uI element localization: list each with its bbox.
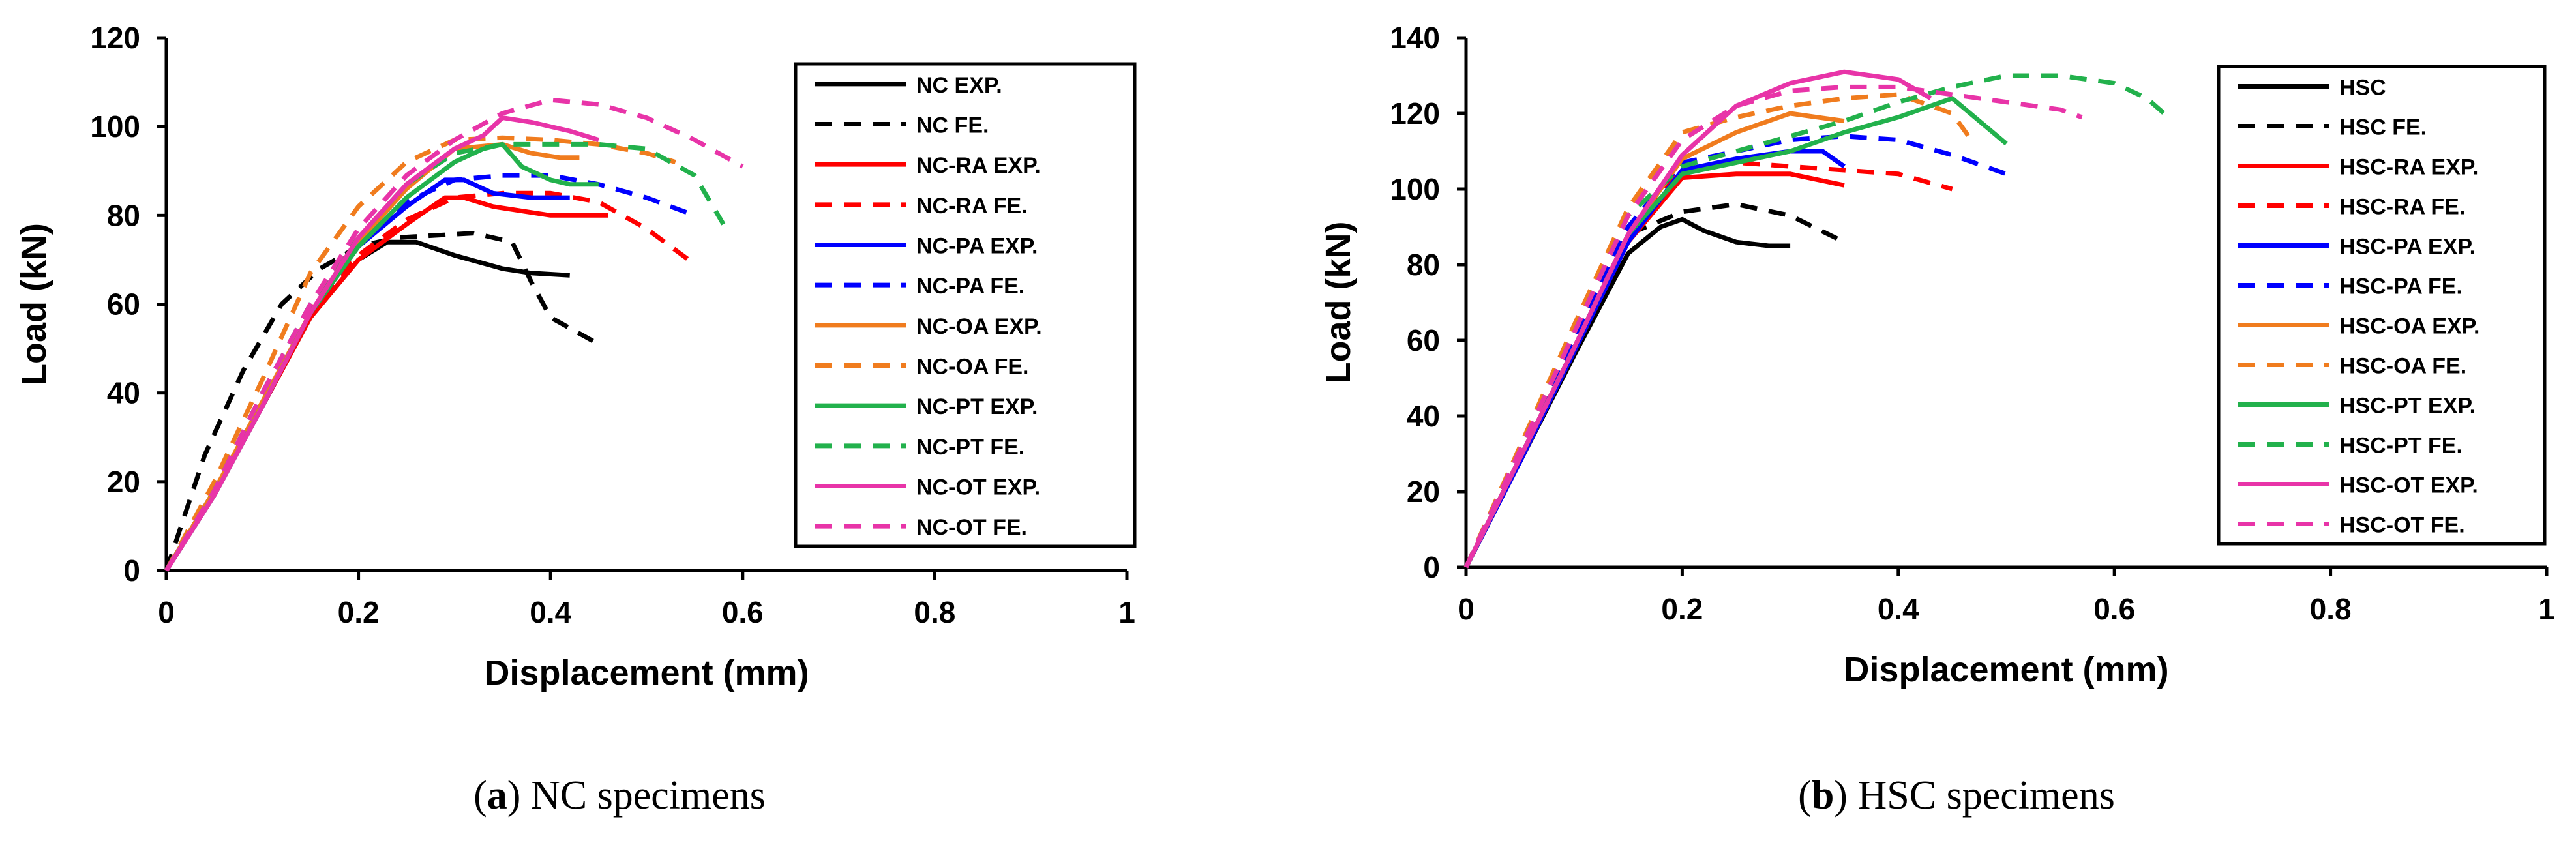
y-tick-label: 20 bbox=[1407, 475, 1440, 509]
y-tick-label: 100 bbox=[90, 110, 140, 143]
series-line-b-10 bbox=[1463, 69, 1932, 569]
series-line-a-10 bbox=[164, 115, 599, 572]
y-tick-label: 0 bbox=[1423, 550, 1440, 584]
caption-b-text: HSC specimens bbox=[1857, 773, 2115, 818]
series-line-a-2 bbox=[164, 195, 608, 572]
y-tick-label: 100 bbox=[1390, 172, 1440, 206]
legend-label: NC-RA EXP. bbox=[916, 153, 1041, 178]
legend-label: HSC-OA EXP. bbox=[2339, 314, 2479, 339]
y-tick-label: 80 bbox=[1407, 248, 1440, 282]
legend-label: NC-OT EXP. bbox=[916, 475, 1040, 500]
legend-label: NC-PT FE. bbox=[916, 435, 1025, 460]
x-tick-label: 0.6 bbox=[722, 595, 764, 629]
x-tick-label: 0.8 bbox=[2310, 592, 2352, 626]
legend-label: HSC-RA EXP. bbox=[2339, 155, 2479, 180]
x-axis-title-a: Displacement (mm) bbox=[484, 653, 809, 692]
series-line-a-7 bbox=[164, 135, 676, 572]
chart-panel-a: 0 20 40 60 80 100 120 0 0.2 0.4 0.6 0.8 1 Displacemen… bbox=[0, 0, 1239, 760]
series-line-b-11 bbox=[1463, 84, 2083, 569]
y-axis-title-b: Load (kN) bbox=[1319, 222, 1358, 384]
series-line-b-0 bbox=[1463, 216, 1791, 569]
caption-a-letter: a bbox=[487, 773, 507, 818]
legend-label: NC EXP. bbox=[916, 73, 1002, 98]
x-tick-label: 0 bbox=[158, 595, 175, 629]
caption-a-text: NC specimens bbox=[530, 773, 766, 818]
series-line-a-9 bbox=[164, 141, 726, 572]
series-line-a-3 bbox=[164, 190, 696, 572]
chart-panel-b: 0 20 40 60 80 100 120 140 0 0.2 0.4 0.6 0.8 1 Displace… bbox=[1304, 0, 2576, 760]
x-tick-label: 0.2 bbox=[1661, 592, 1703, 626]
chart-b: 0 20 40 60 80 100 120 140 0 0.2 0.4 0.6 0.8 1 Displace… bbox=[1319, 21, 2555, 689]
y-tick-label: 40 bbox=[1407, 399, 1440, 433]
y-tick-label: 60 bbox=[107, 288, 140, 321]
legend-label: NC-OT FE. bbox=[916, 515, 1027, 540]
x-tick-label: 1 bbox=[1118, 595, 1135, 629]
legend-label: NC-OA FE. bbox=[916, 355, 1029, 379]
y-axis-title-a: Load (kN) bbox=[14, 223, 53, 385]
legend-label: HSC bbox=[2339, 76, 2386, 100]
legend-box-b bbox=[2217, 65, 2547, 546]
series-line-b-8 bbox=[1463, 96, 2008, 569]
legend-label: HSC-RA FE. bbox=[2339, 195, 2465, 220]
x-tick-label: 0.8 bbox=[914, 595, 955, 629]
chart-a: 0 20 40 60 80 100 120 0 0.2 0.4 0.6 0.8 1 Displacemen… bbox=[14, 21, 1137, 692]
series-line-b-7 bbox=[1463, 92, 1976, 569]
y-tick-label: 20 bbox=[107, 465, 140, 499]
legend-label: HSC-PT EXP. bbox=[2339, 394, 2476, 419]
legend-label: HSC-OA FE. bbox=[2339, 354, 2466, 379]
series-line-b-4 bbox=[1463, 149, 1846, 569]
legend-label: NC-PA FE. bbox=[916, 274, 1025, 299]
legend-label: NC-PA EXP. bbox=[916, 234, 1038, 259]
y-tick-label: 60 bbox=[1407, 323, 1440, 357]
caption-b-letter: b bbox=[1811, 773, 1835, 818]
x-tick-label: 0.6 bbox=[2093, 592, 2135, 626]
legend-label: NC-RA FE. bbox=[916, 194, 1028, 218]
y-tick-label: 40 bbox=[107, 376, 140, 410]
legend-label: HSC-OT EXP. bbox=[2339, 473, 2478, 498]
x-tick-label: 1 bbox=[2538, 592, 2555, 626]
caption-b: (b) HSC specimens bbox=[1798, 773, 2115, 818]
x-tick-label: 0.4 bbox=[1878, 592, 1919, 626]
y-tick-label: 140 bbox=[1390, 21, 1440, 55]
legend-label: NC-PT EXP. bbox=[916, 394, 1038, 419]
y-tick-label: 120 bbox=[1390, 97, 1440, 130]
x-tick-label: 0 bbox=[1458, 592, 1475, 626]
legend-label: NC FE. bbox=[916, 113, 989, 138]
series-line-a-1 bbox=[164, 231, 600, 572]
legend-label: HSC-PT FE. bbox=[2339, 434, 2463, 458]
legend-label: HSC-PA FE. bbox=[2339, 275, 2463, 299]
legend-box-a bbox=[794, 62, 1137, 548]
legend-label: HSC-PA EXP. bbox=[2339, 235, 2476, 260]
x-axis-title-b: Displacement (mm) bbox=[1844, 650, 2168, 689]
x-tick-label: 0.2 bbox=[338, 595, 380, 629]
series-line-b-3 bbox=[1463, 160, 1953, 569]
legend-label: HSC-OT FE. bbox=[2339, 513, 2465, 538]
x-tick-label: 0.4 bbox=[530, 595, 571, 629]
legend-label: NC-OA EXP. bbox=[916, 314, 1042, 339]
y-tick-label: 120 bbox=[90, 21, 140, 55]
series-line-b-5 bbox=[1463, 134, 2007, 569]
y-tick-label: 0 bbox=[123, 554, 140, 587]
legend-label: HSC FE. bbox=[2339, 115, 2427, 140]
y-tick-label: 80 bbox=[107, 198, 140, 232]
caption-a: (a) NC specimens bbox=[473, 773, 766, 818]
series-line-a-11 bbox=[164, 97, 744, 572]
series-line-b-1 bbox=[1463, 201, 1846, 569]
